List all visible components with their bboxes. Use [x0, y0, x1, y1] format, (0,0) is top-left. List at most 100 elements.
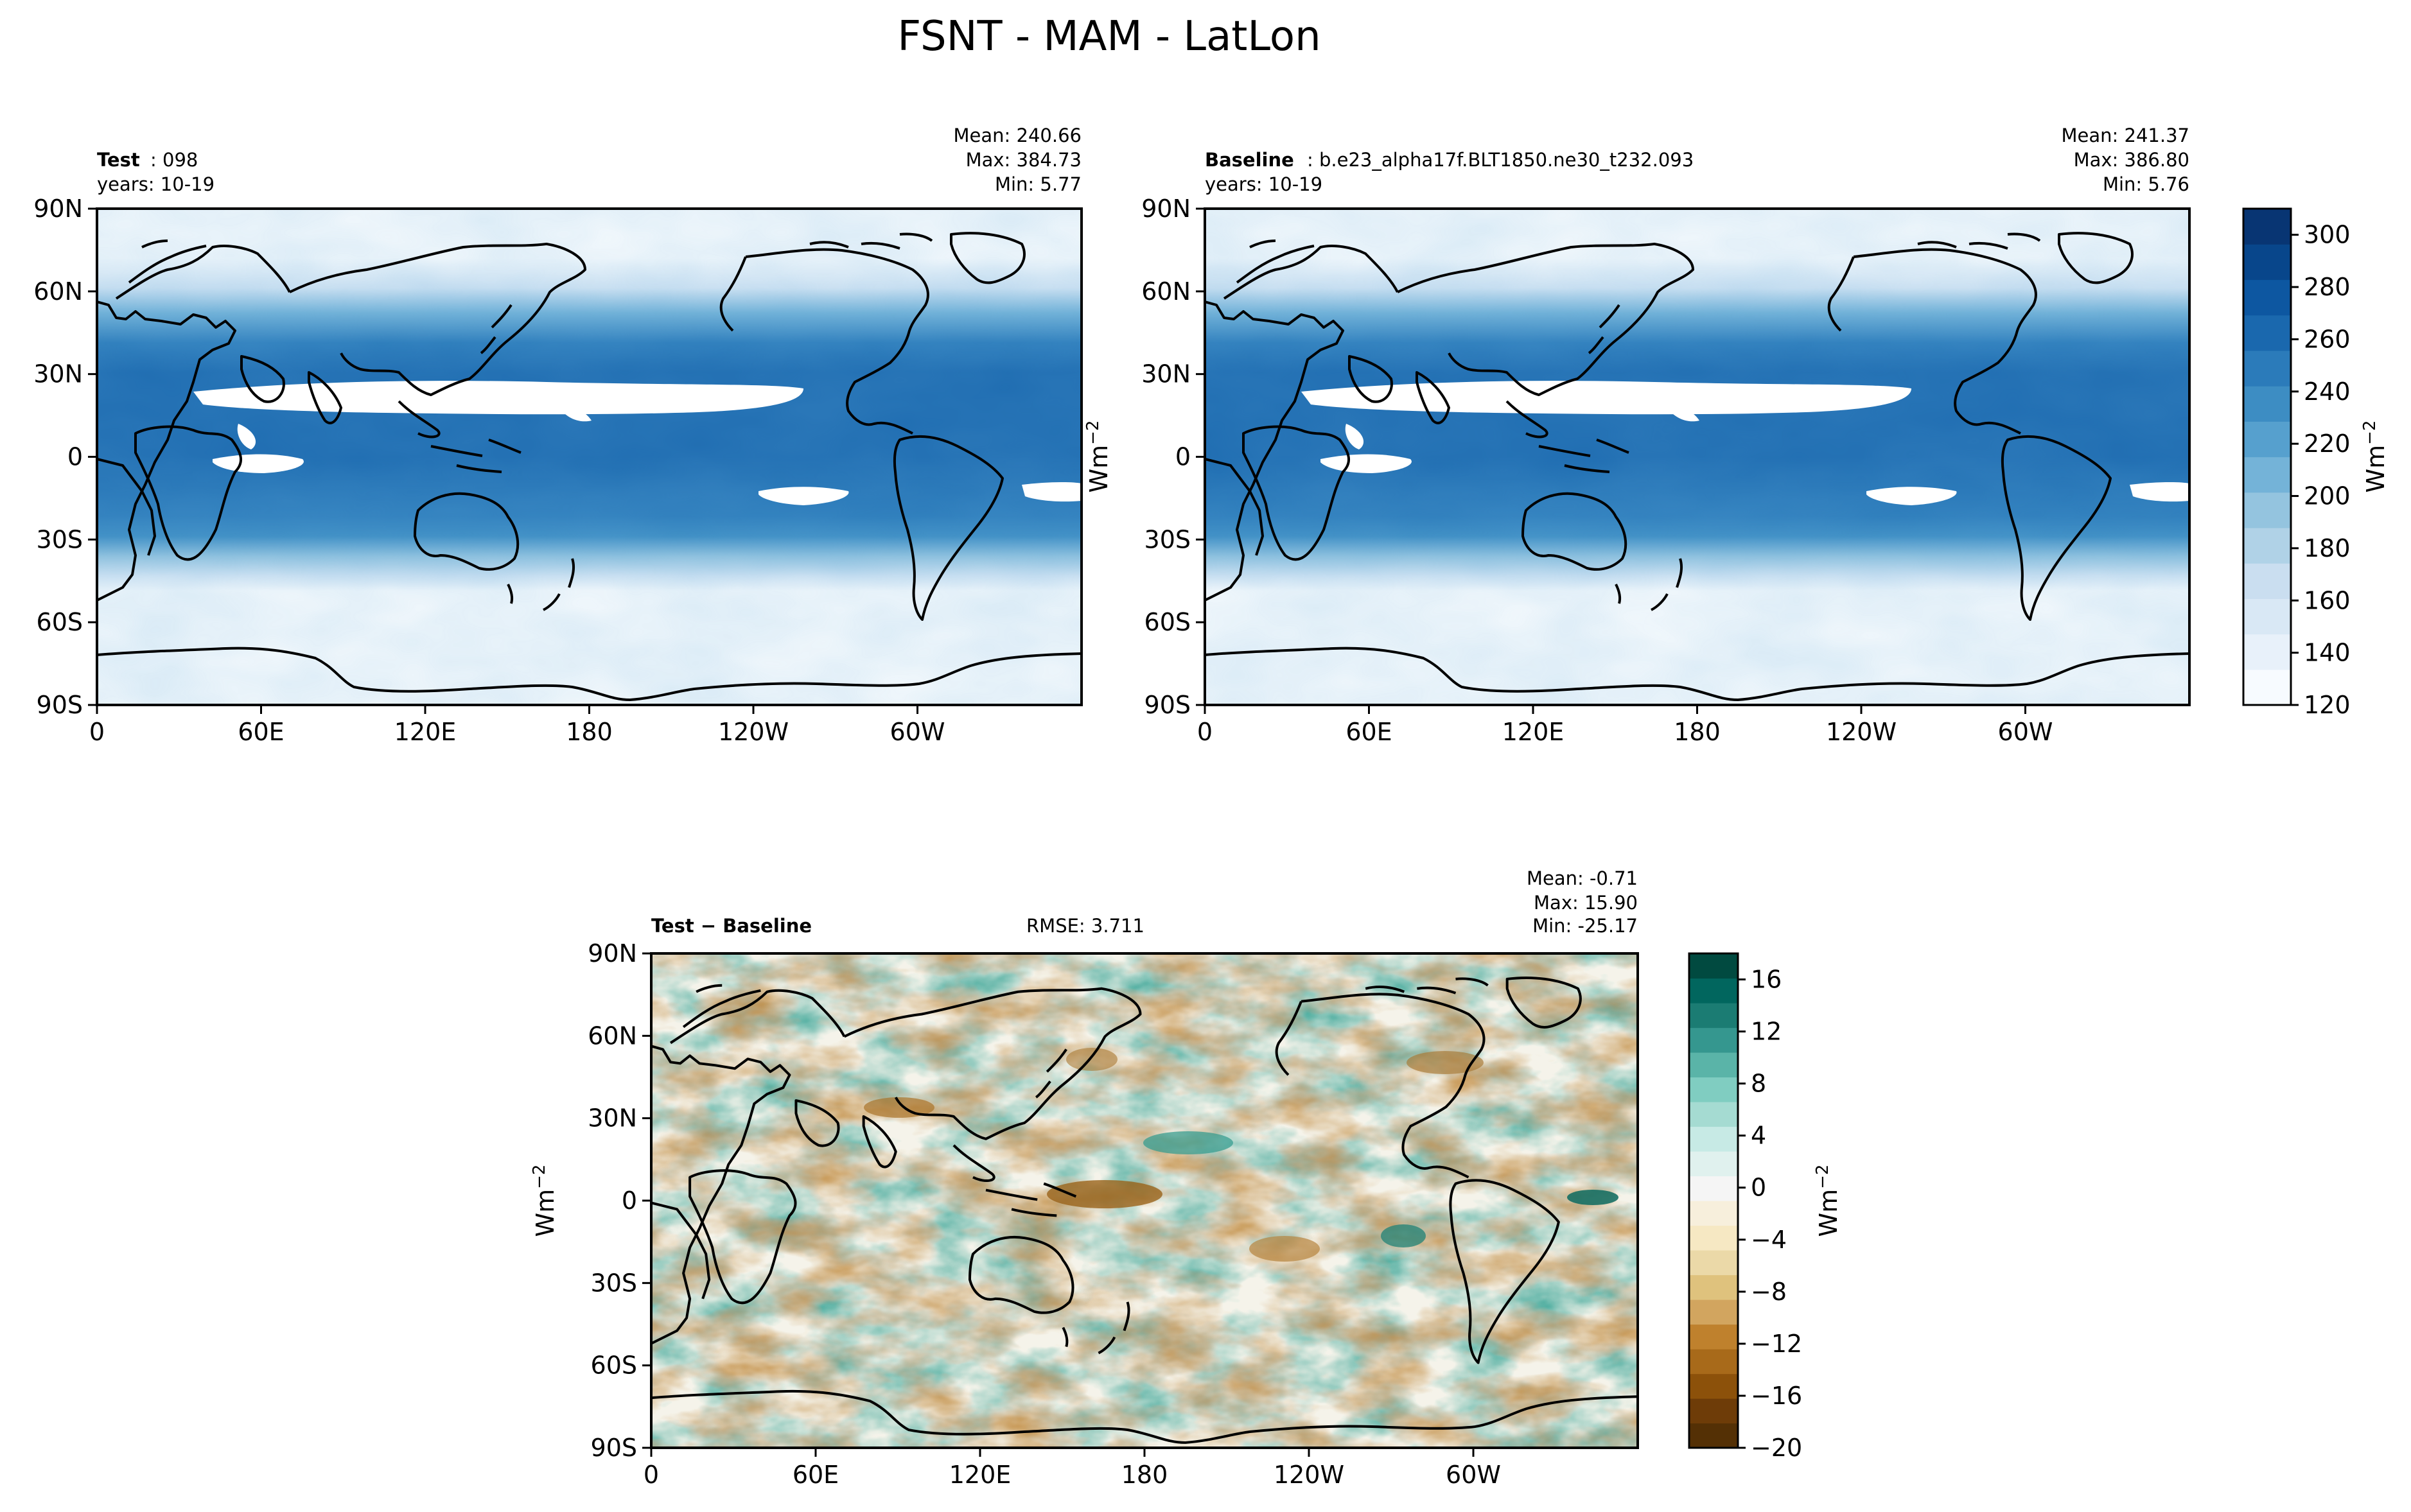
baseline-label-rest: : b.e23_alpha17f.BLT1850.ne30_t232.093	[1307, 149, 1694, 171]
panel-baseline: Baseline : b.e23_alpha17f.BLT1850.ne30_t…	[1083, 125, 2191, 746]
test-stat-max: Max: 384.73	[966, 149, 1082, 171]
diff-colorbar-segment	[1689, 1373, 1738, 1399]
test-xtick-label: 120E	[394, 718, 457, 746]
fsnt-colorbar-tick-label: 220	[2304, 430, 2351, 458]
test-xtick-label: 60E	[238, 718, 284, 746]
test-stat-min: Min: 5.77	[995, 173, 1082, 195]
diff-xtick-label: 60E	[793, 1461, 839, 1489]
test-ytick-label: 60S	[37, 608, 83, 636]
fsnt-colorbar-segment	[2243, 669, 2291, 706]
diff-colorbar-segment	[1689, 1077, 1738, 1102]
diff-ytick-label: 30N	[588, 1104, 637, 1133]
test-axes: 0 60E 120E 180 120W 60W 90N 60N 30N 0 30S 60S 90S	[33, 195, 945, 746]
fsnt-colorbar-units: Wm−2	[2360, 421, 2390, 493]
test-xtick-label: 0	[89, 718, 105, 746]
fsnt-colorbar-segment	[2243, 279, 2291, 316]
fsnt-colorbar-segment	[2243, 527, 2291, 564]
diff-colorbar-segment	[1689, 1027, 1738, 1053]
test-stat-mean: Mean: 240.66	[954, 125, 1082, 146]
baseline-xtick-label: 0	[1197, 718, 1213, 746]
fsnt-colorbar-tick-label: 180	[2304, 534, 2351, 562]
diff-colorbar-segment	[1689, 1398, 1738, 1424]
diff-colorbar-tick-label: 16	[1751, 966, 1782, 994]
fsnt-colorbar-segment	[2243, 492, 2291, 528]
diff-colorbar-segment	[1689, 1349, 1738, 1375]
baseline-label-bold: Baseline	[1205, 149, 1294, 171]
fsnt-colorbar-segment	[2243, 244, 2291, 281]
diff-stat-min: Min: -25.17	[1532, 915, 1638, 937]
fsnt-colorbar-tick-label: 120	[2304, 691, 2351, 719]
diff-stat-max: Max: 15.90	[1534, 892, 1638, 914]
diff-colorbar-segment	[1689, 1176, 1738, 1201]
baseline-stat-max: Max: 386.80	[2074, 149, 2189, 171]
fsnt-colorbar-tick-label: 280	[2304, 273, 2351, 301]
diff-xtick-label: 120E	[949, 1461, 1012, 1489]
diff-ytick-label: 90S	[591, 1434, 637, 1462]
baseline-xtick-label: 180	[1674, 718, 1721, 746]
fsnt-colorbar-segment	[2243, 386, 2291, 422]
diff-colorbar-units: Wm−2	[1813, 1165, 1843, 1237]
diff-colorbar: 16 12 8 4 0 −4 −8 −12 −16 −20	[1688, 952, 1802, 1462]
fsnt-colorbar-tick-label: 300	[2304, 221, 2351, 249]
fsnt-colorbar-segment	[2243, 598, 2291, 635]
fsnt-colorbar-segment	[2243, 634, 2291, 670]
baseline-stat-mean: Mean: 241.37	[2062, 125, 2189, 146]
baseline-xtick-label: 120E	[1502, 718, 1565, 746]
test-xtick-label: 60W	[890, 718, 945, 746]
diff-ytick-label: 60N	[588, 1021, 637, 1050]
diff-ytick-label: 90N	[588, 939, 637, 968]
test-ytick-label: 0	[67, 443, 83, 471]
diff-colorbar-tick-label: −20	[1751, 1434, 1802, 1462]
diff-axes: 0 60E 120E 180 120W 60W 90N 60N 30N 0 30S 60S 90S	[588, 939, 1501, 1489]
baseline-ytick-label: 90S	[1144, 691, 1191, 719]
fsnt-colorbar-tick-label: 260	[2304, 325, 2351, 353]
baseline-years: years: 10-19	[1205, 173, 1322, 195]
diff-colorbar-segment	[1689, 953, 1738, 979]
test-label-bold: Test	[97, 149, 140, 171]
diff-colorbar-segment	[1689, 1274, 1738, 1300]
diff-ytick-label: 30S	[591, 1269, 637, 1297]
diff-colorbar-tick-label: 12	[1751, 1018, 1782, 1046]
baseline-ytick-label: 90N	[1141, 195, 1191, 223]
diff-colorbar-tick-label: −4	[1751, 1226, 1787, 1254]
test-xtick-label: 180	[566, 718, 613, 746]
diff-colorbar-tick-label: −16	[1751, 1382, 1802, 1410]
panel-test: Test : 098 years: 10-19 Mean: 240.66 Max…	[33, 125, 1083, 746]
diff-stat-mean: Mean: -0.71	[1527, 867, 1638, 889]
diff-colorbar-tick-label: 4	[1751, 1122, 1766, 1150]
fsnt-colorbar-tick-label: 200	[2304, 482, 2351, 510]
diff-colorbar-segment	[1689, 978, 1738, 1004]
diff-colorbar-segment	[1689, 1225, 1738, 1251]
test-ytick-label: 30N	[33, 360, 83, 388]
diff-colorbar-tick-label: 0	[1751, 1174, 1766, 1202]
fsnt-colorbar-tick-label: 160	[2304, 586, 2351, 614]
diff-colorbar-segment	[1689, 1052, 1738, 1078]
test-years: years: 10-19	[97, 173, 215, 195]
fsnt-colorbar-tick-label: 240	[2304, 378, 2351, 406]
diff-colorbar-segment	[1689, 1201, 1738, 1226]
diff-label-bold: Test − Baseline	[651, 915, 812, 937]
baseline-ytick-label: 60N	[1141, 277, 1191, 306]
fsnt-colorbar-segment	[2243, 456, 2291, 493]
baseline-xtick-label: 120W	[1826, 718, 1897, 746]
baseline-xtick-label: 60W	[1998, 718, 2053, 746]
diff-colorbar-tick-label: −8	[1751, 1278, 1787, 1306]
diff-colorbar-segment	[1689, 1151, 1738, 1177]
fsnt-colorbar-segment	[2243, 563, 2291, 599]
test-ytick-label: 90N	[33, 195, 83, 223]
diff-xtick-label: 0	[644, 1461, 659, 1489]
fsnt-colorbar-segment	[2243, 209, 2291, 245]
fsnt-colorbar-segment	[2243, 350, 2291, 387]
fsnt-colorbar: 120 140 160 180 200 220 240 260 280 300	[2242, 207, 2351, 719]
test-ytick-label: 30S	[37, 525, 83, 553]
diff-colorbar-segment	[1689, 1324, 1738, 1350]
diff-colorbar-segment	[1689, 1423, 1738, 1448]
test-ytick-label: 60N	[33, 277, 83, 306]
diff-colorbar-frame	[1688, 952, 1739, 1449]
baseline-ytick-label: 60S	[1144, 608, 1191, 636]
test-label-rest: : 098	[150, 149, 198, 171]
baseline-xtick-label: 60E	[1346, 718, 1392, 746]
fsnt-colorbar-frame	[2242, 207, 2292, 706]
baseline-stat-min: Min: 5.76	[2103, 173, 2189, 195]
